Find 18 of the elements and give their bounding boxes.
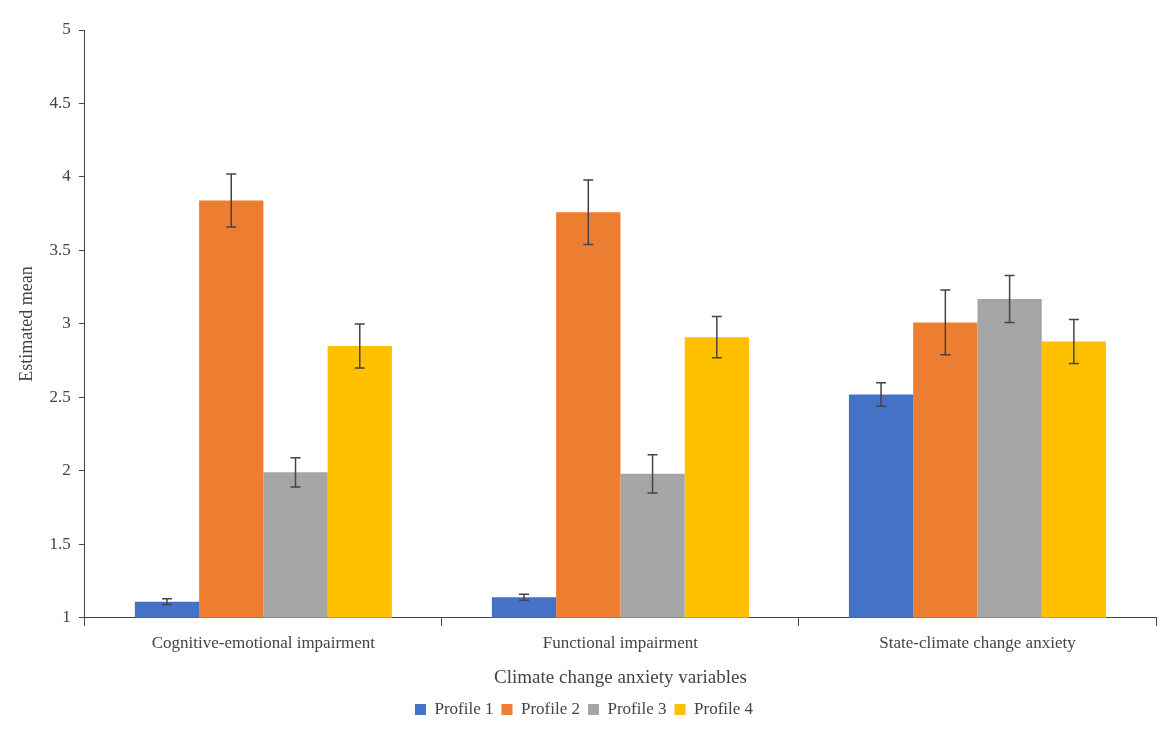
x-tick-label: Cognitive-emotional impairment [151,633,376,653]
y-tick-label: 5 [62,19,71,39]
y-axis-title: Estimated mean [15,266,36,382]
x-tick-label: Functional impairment [542,633,699,653]
y-tick-label: 4 [62,166,72,186]
x-axis-title: Climate change anxiety variables [494,665,747,687]
legend-label: Profile 4 [694,698,754,718]
y-tick-label: 1.5 [49,533,71,553]
y-tick-label: 1 [62,607,71,627]
y-tick-label: 2 [62,460,71,480]
y-tick-label: 3.5 [49,239,71,259]
x-tick-label: State-climate change anxiety [879,633,1077,653]
legend-label: Profile 2 [520,698,581,718]
y-tick-label: 4.5 [49,92,71,112]
y-tick-label: 2.5 [49,386,71,406]
legend-label: Profile 1 [434,698,494,718]
legend-label: Profile 3 [607,698,667,718]
y-tick-label: 3 [62,313,71,333]
